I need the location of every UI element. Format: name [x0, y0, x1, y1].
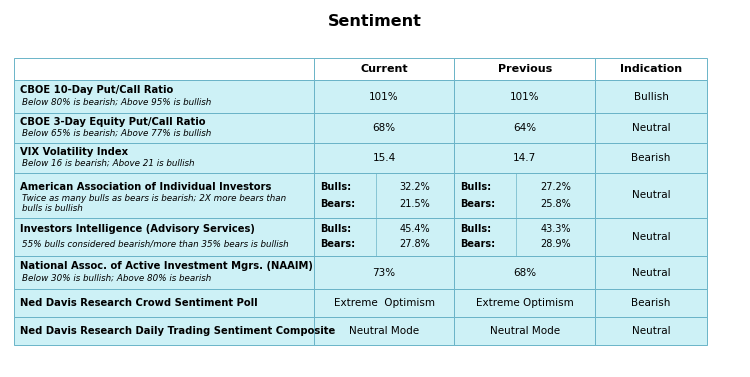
Text: Bulls:: Bulls:: [320, 181, 351, 192]
Bar: [14, 80, 314, 113]
Text: Bearish: Bearish: [632, 298, 670, 308]
Text: Neutral: Neutral: [632, 268, 670, 277]
Text: Neutral Mode: Neutral Mode: [490, 326, 560, 336]
Text: 27.2%: 27.2%: [540, 181, 572, 192]
Text: Bulls:: Bulls:: [460, 224, 492, 234]
Text: Below 65% is bearish; Above 77% is bullish: Below 65% is bearish; Above 77% is bulli…: [22, 129, 211, 138]
Text: Bears:: Bears:: [460, 239, 496, 249]
Bar: [314, 256, 454, 289]
Text: Extreme  Optimism: Extreme Optimism: [334, 298, 434, 308]
Text: 101%: 101%: [369, 92, 399, 101]
Text: 68%: 68%: [513, 268, 536, 277]
Text: 21.5%: 21.5%: [400, 199, 430, 208]
Bar: [454, 113, 596, 143]
Bar: [454, 173, 596, 218]
Text: 55% bulls considered bearish/more than 35% bears is bullish: 55% bulls considered bearish/more than 3…: [22, 239, 289, 248]
Text: Ned Davis Research Daily Trading Sentiment Composite: Ned Davis Research Daily Trading Sentime…: [20, 326, 335, 336]
Text: Below 30% is bullish; Above 80% is bearish: Below 30% is bullish; Above 80% is beari…: [22, 274, 211, 283]
Bar: [14, 256, 314, 289]
Text: Neutral: Neutral: [632, 232, 670, 242]
Bar: [454, 58, 596, 80]
Bar: [596, 80, 707, 113]
Bar: [314, 173, 454, 218]
Bar: [454, 218, 596, 256]
Bar: [314, 80, 454, 113]
Text: Current: Current: [360, 64, 408, 74]
Text: Indication: Indication: [620, 64, 682, 74]
Text: CBOE 3-Day Equity Put/Call Ratio: CBOE 3-Day Equity Put/Call Ratio: [20, 117, 206, 127]
Bar: [596, 289, 707, 317]
Text: Bears:: Bears:: [320, 199, 355, 208]
Text: Investors Intelligence (Advisory Services): Investors Intelligence (Advisory Service…: [20, 224, 255, 234]
Bar: [314, 143, 454, 173]
Bar: [596, 113, 707, 143]
Text: CBOE 10-Day Put/Call Ratio: CBOE 10-Day Put/Call Ratio: [20, 85, 173, 95]
Bar: [14, 317, 314, 345]
Bar: [596, 256, 707, 289]
Text: 45.4%: 45.4%: [400, 224, 430, 234]
Text: Ned Davis Research Crowd Sentiment Poll: Ned Davis Research Crowd Sentiment Poll: [20, 298, 258, 308]
Text: 28.9%: 28.9%: [541, 239, 571, 249]
Text: Bulls:: Bulls:: [320, 224, 351, 234]
Bar: [596, 173, 707, 218]
Text: 14.7: 14.7: [513, 153, 536, 163]
Text: Bullish: Bullish: [634, 92, 668, 101]
Text: National Assoc. of Active Investment Mgrs. (NAAIM): National Assoc. of Active Investment Mgr…: [20, 261, 313, 271]
Text: Previous: Previous: [498, 64, 552, 74]
Text: Below 16 is bearish; Above 21 is bullish: Below 16 is bearish; Above 21 is bullish: [22, 159, 194, 168]
Text: Below 80% is bearish; Above 95% is bullish: Below 80% is bearish; Above 95% is bulli…: [22, 98, 211, 107]
Text: 25.8%: 25.8%: [541, 199, 572, 208]
Text: Neutral: Neutral: [632, 326, 670, 336]
Bar: [454, 289, 596, 317]
Text: 27.8%: 27.8%: [400, 239, 430, 249]
Bar: [314, 289, 454, 317]
Text: 15.4: 15.4: [373, 153, 396, 163]
Text: 43.3%: 43.3%: [541, 224, 571, 234]
Text: American Association of Individual Investors: American Association of Individual Inves…: [20, 181, 272, 192]
Bar: [14, 143, 314, 173]
Bar: [596, 143, 707, 173]
Bar: [454, 143, 596, 173]
Text: Neutral: Neutral: [632, 123, 670, 133]
Text: 68%: 68%: [373, 123, 395, 133]
Text: 73%: 73%: [373, 268, 395, 277]
Bar: [14, 58, 314, 80]
Text: Sentiment: Sentiment: [328, 14, 422, 29]
Bar: [596, 317, 707, 345]
Text: Neutral Mode: Neutral Mode: [349, 326, 419, 336]
Bar: [596, 218, 707, 256]
Text: 32.2%: 32.2%: [400, 181, 430, 192]
Bar: [596, 58, 707, 80]
Bar: [314, 113, 454, 143]
Text: Extreme Optimism: Extreme Optimism: [476, 298, 574, 308]
Bar: [314, 58, 454, 80]
Bar: [14, 218, 314, 256]
Text: VIX Volatility Index: VIX Volatility Index: [20, 147, 128, 157]
Text: 64%: 64%: [513, 123, 536, 133]
Bar: [454, 317, 596, 345]
Text: Bears:: Bears:: [460, 199, 496, 208]
Bar: [314, 218, 454, 256]
Text: Neutral: Neutral: [632, 190, 670, 201]
Bar: [454, 256, 596, 289]
Text: Bulls:: Bulls:: [460, 181, 492, 192]
Bar: [14, 173, 314, 218]
Bar: [454, 80, 596, 113]
Text: 101%: 101%: [510, 92, 540, 101]
Bar: [14, 289, 314, 317]
Text: Bears:: Bears:: [320, 239, 355, 249]
Text: Twice as many bulls as bears is bearish; 2X more bears than
bulls is bullish: Twice as many bulls as bears is bearish;…: [22, 194, 286, 213]
Bar: [314, 317, 454, 345]
Text: Bearish: Bearish: [632, 153, 670, 163]
Bar: [14, 113, 314, 143]
